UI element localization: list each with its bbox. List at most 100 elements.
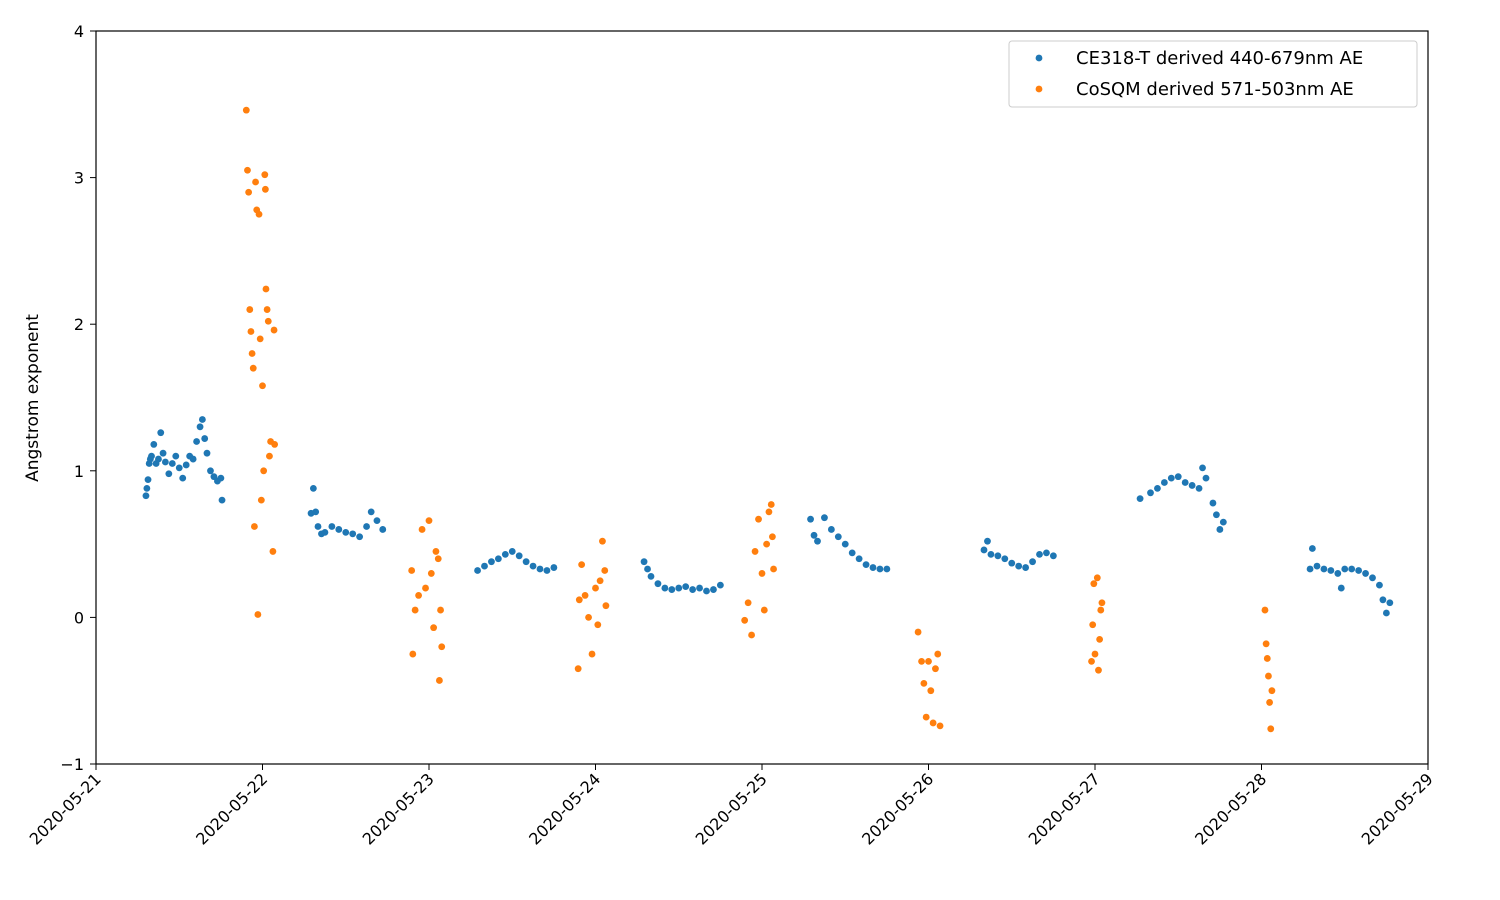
series-ce318 — [142, 416, 1394, 617]
data-point — [654, 580, 662, 588]
data-point — [1362, 570, 1369, 577]
data-point — [148, 452, 155, 460]
data-point — [1327, 567, 1335, 574]
x-tick-label: 2020-05-26 — [858, 769, 937, 848]
y-tick-label: 2 — [74, 315, 84, 334]
data-point — [143, 484, 151, 492]
data-point — [1341, 565, 1349, 573]
data-point — [744, 599, 752, 607]
data-point — [1306, 565, 1314, 573]
data-point — [770, 565, 777, 573]
legend-label-ce318: CE318-T derived 440-679nm AE — [1076, 48, 1363, 69]
data-point — [1320, 565, 1328, 573]
x-axis: 2020-05-21 2020-05-22 2020-05-23 2020-05-24… — [26, 764, 1437, 849]
data-point — [436, 677, 443, 684]
data-point — [251, 523, 258, 530]
data-point — [335, 526, 343, 533]
data-point — [356, 533, 364, 541]
data-point — [481, 562, 488, 570]
data-point — [1098, 599, 1106, 607]
data-point — [575, 596, 583, 604]
data-point — [934, 650, 942, 658]
x-tick-label: 2020-05-27 — [1025, 769, 1104, 848]
data-point — [262, 285, 270, 293]
data-point — [244, 166, 251, 174]
data-point — [159, 449, 167, 457]
data-point — [165, 470, 173, 478]
data-point — [1266, 699, 1273, 706]
data-point — [876, 565, 884, 573]
data-point — [1369, 574, 1376, 582]
data-point — [1049, 552, 1057, 560]
data-point — [1262, 640, 1270, 648]
data-point — [427, 570, 435, 577]
data-point — [218, 496, 226, 504]
data-point — [922, 713, 930, 721]
legend: CE318-T derived 440-679nm AE CoSQM deriv… — [1008, 40, 1418, 108]
data-point — [349, 530, 357, 538]
data-point — [425, 517, 433, 525]
y-tick-label: 1 — [74, 462, 84, 481]
data-point — [1199, 464, 1206, 472]
data-point — [261, 171, 269, 179]
data-point — [1174, 473, 1182, 481]
data-point — [1088, 657, 1095, 665]
data-point — [814, 537, 821, 545]
data-point — [1136, 495, 1144, 503]
data-point — [1188, 482, 1196, 489]
data-point — [810, 531, 818, 539]
data-point — [168, 460, 176, 467]
data-point — [755, 515, 762, 523]
plot-marks — [142, 106, 1394, 733]
data-point — [1008, 559, 1016, 567]
data-point — [1097, 606, 1105, 614]
data-point — [1095, 666, 1102, 674]
data-point — [203, 449, 211, 457]
data-point — [157, 429, 165, 437]
data-point — [827, 526, 835, 533]
data-point — [259, 382, 266, 390]
data-point — [142, 492, 150, 500]
data-point — [367, 508, 375, 516]
data-point — [602, 602, 610, 610]
data-point — [175, 464, 183, 472]
data-point — [682, 583, 690, 591]
data-point — [581, 592, 589, 599]
data-point — [918, 657, 925, 665]
data-point — [242, 106, 250, 114]
data-point — [936, 722, 944, 730]
data-point — [144, 476, 152, 483]
data-point — [980, 546, 988, 554]
x-tick-label: 2020-05-21 — [26, 769, 105, 848]
data-point — [248, 350, 256, 357]
data-point — [1268, 687, 1276, 695]
data-point — [245, 188, 253, 196]
data-point — [172, 452, 180, 460]
data-point — [640, 558, 648, 566]
data-point — [508, 548, 516, 555]
data-point — [179, 474, 187, 482]
data-point — [1337, 584, 1345, 592]
data-point — [155, 455, 162, 463]
x-tick-label: 2020-05-24 — [525, 769, 604, 848]
data-point — [217, 474, 225, 482]
data-point — [379, 526, 387, 533]
data-point — [601, 567, 609, 574]
data-point — [869, 564, 877, 571]
data-point — [760, 606, 768, 614]
data-point — [855, 555, 863, 563]
data-point — [767, 501, 775, 508]
data-point — [703, 587, 710, 595]
data-point — [408, 567, 416, 574]
data-point — [256, 335, 264, 343]
data-point — [437, 606, 444, 614]
data-point — [1195, 484, 1203, 492]
data-point — [769, 533, 776, 541]
data-point — [1202, 474, 1210, 482]
data-point — [994, 552, 1002, 560]
legend-marker-ce318 — [1035, 54, 1043, 62]
data-point — [834, 533, 842, 541]
data-point — [1209, 499, 1217, 507]
data-point — [848, 549, 856, 557]
